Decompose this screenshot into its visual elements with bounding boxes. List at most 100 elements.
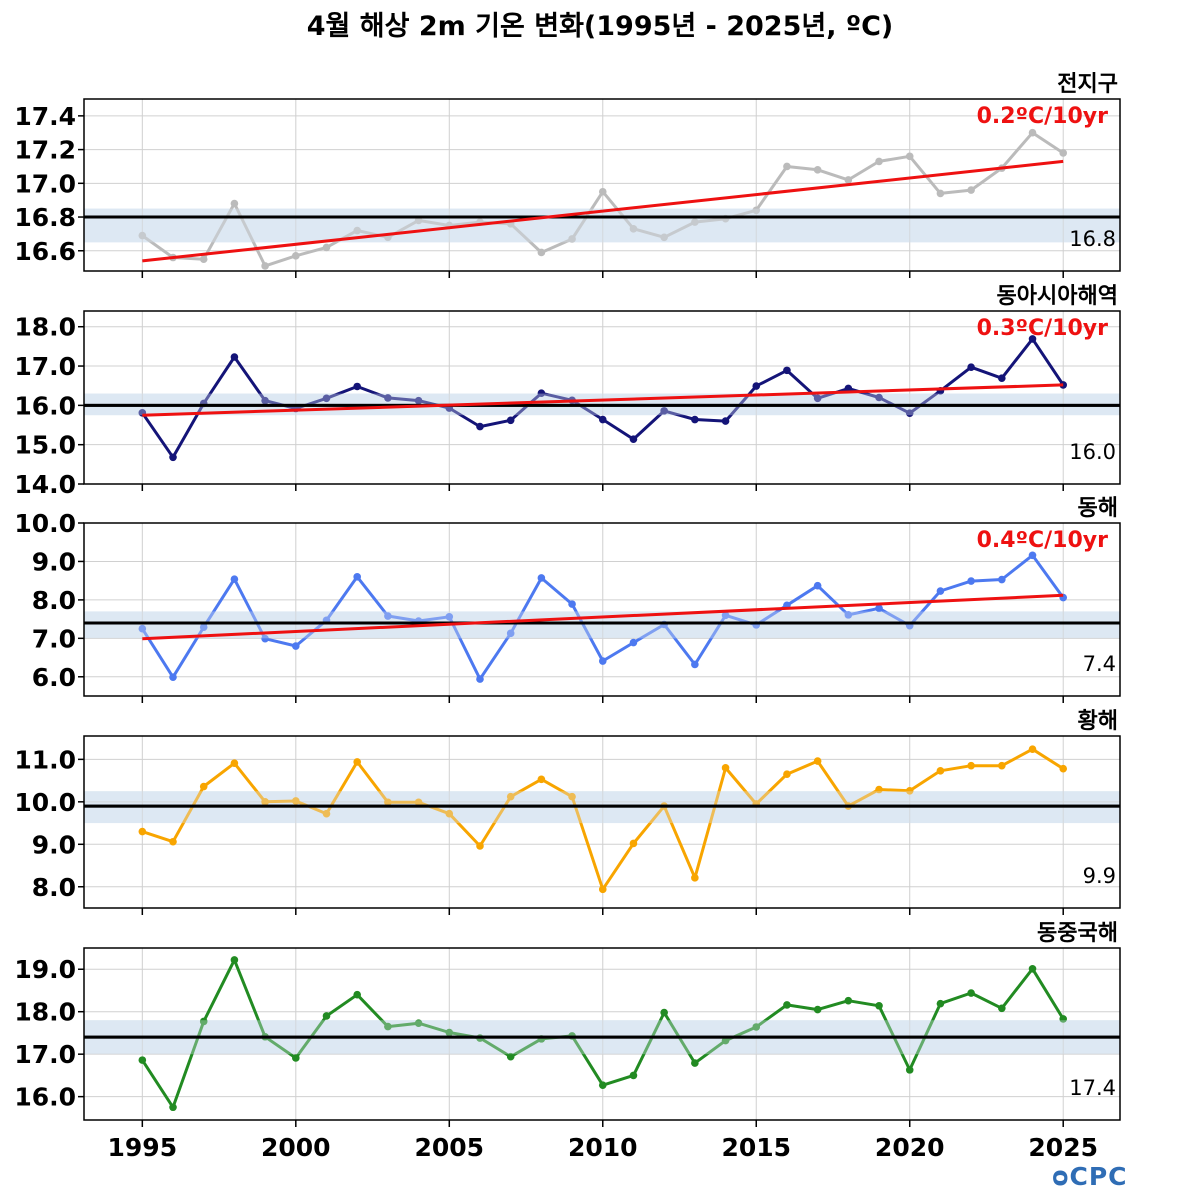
panel-3: 6.0 7.0 8.0 9.0 10.0 동해 0.4ºC/10yr 7.4 bbox=[14, 496, 1121, 703]
panel-title: 황해 bbox=[1078, 709, 1118, 734]
axes-frame bbox=[83, 98, 1121, 272]
data-point bbox=[998, 575, 1006, 584]
panel-title: 동아시아해역 bbox=[997, 284, 1118, 309]
y-tick-label: 10.0 bbox=[14, 509, 76, 538]
y-tick-label: 17.0 bbox=[14, 1040, 76, 1069]
data-point bbox=[476, 422, 484, 431]
x-tick-label: 2000 bbox=[261, 1133, 331, 1162]
data-point bbox=[476, 842, 484, 850]
data-point bbox=[905, 152, 914, 161]
data-point bbox=[844, 384, 853, 393]
x-tick-label: 2010 bbox=[568, 1133, 638, 1162]
data-point bbox=[1059, 1015, 1068, 1023]
data-point bbox=[875, 785, 883, 794]
data-point bbox=[138, 231, 147, 240]
data-point bbox=[967, 761, 975, 770]
panel-title: 동중국해 bbox=[1037, 921, 1118, 946]
data-point bbox=[936, 999, 945, 1008]
data-point bbox=[568, 792, 576, 801]
data-point bbox=[783, 162, 791, 171]
data-point bbox=[537, 389, 546, 397]
y-tick-label: 14.0 bbox=[14, 470, 76, 499]
data-point bbox=[844, 996, 853, 1005]
data-point bbox=[1059, 149, 1068, 157]
data-point bbox=[967, 577, 975, 585]
data-point bbox=[169, 837, 177, 846]
data-point bbox=[414, 396, 423, 405]
data-point bbox=[292, 252, 300, 260]
panel-2: 14.0 15.0 16.0 17.0 18.0 동아시아해역 0.3ºC/10yr 16.0 bbox=[14, 284, 1121, 499]
y-tick-label: 18.0 bbox=[14, 998, 76, 1027]
mean-value-label: 9.9 bbox=[1083, 864, 1116, 888]
y-tick-label: 16.8 bbox=[14, 203, 76, 232]
data-point bbox=[875, 157, 883, 166]
panel-title: 전지구 bbox=[1057, 72, 1118, 97]
y-tick-label: 16.6 bbox=[14, 237, 76, 266]
data-point bbox=[568, 600, 576, 608]
data-point bbox=[660, 233, 668, 242]
data-point bbox=[1028, 335, 1037, 343]
x-tick-label: 2020 bbox=[875, 1133, 945, 1162]
data-point bbox=[537, 775, 546, 784]
data-point bbox=[506, 416, 515, 425]
data-point bbox=[322, 1012, 331, 1020]
data-point bbox=[905, 409, 914, 418]
data-point bbox=[936, 767, 945, 775]
mean-band-overlay bbox=[84, 208, 1120, 243]
data-point bbox=[660, 1008, 668, 1017]
mean-value-label: 17.4 bbox=[1069, 1076, 1116, 1100]
data-point bbox=[783, 1001, 791, 1009]
data-point bbox=[783, 366, 791, 375]
data-point bbox=[752, 382, 761, 390]
data-point bbox=[660, 407, 668, 415]
x-tick-label: 2015 bbox=[721, 1133, 791, 1162]
data-point bbox=[169, 453, 177, 462]
data-point bbox=[199, 782, 208, 791]
y-tick-label: 15.0 bbox=[14, 431, 76, 460]
data-point bbox=[598, 187, 607, 196]
data-point bbox=[721, 611, 730, 620]
data-point bbox=[353, 573, 361, 581]
data-point bbox=[353, 990, 361, 999]
data-point bbox=[967, 186, 975, 194]
trend-rate-label: 0.2ºC/10yr bbox=[977, 104, 1109, 129]
data-point bbox=[875, 393, 883, 402]
y-tick-label: 17.0 bbox=[14, 169, 76, 198]
data-point bbox=[598, 1081, 607, 1089]
data-point bbox=[230, 575, 239, 583]
data-point bbox=[230, 199, 239, 208]
data-point bbox=[568, 235, 576, 243]
data-point bbox=[813, 166, 822, 174]
data-point bbox=[322, 809, 331, 818]
mean-band bbox=[84, 208, 1120, 243]
data-point bbox=[691, 415, 699, 424]
data-point bbox=[1059, 764, 1068, 773]
data-point bbox=[322, 243, 331, 252]
data-point bbox=[691, 1059, 699, 1067]
data-point bbox=[384, 612, 392, 620]
data-point bbox=[322, 394, 331, 403]
axes-frame bbox=[83, 310, 1121, 485]
data-point bbox=[967, 363, 975, 372]
panel-5: 16.0 17.0 18.0 19.0 동중국해 17.4 bbox=[14, 921, 1121, 1127]
data-point bbox=[292, 797, 300, 805]
data-point bbox=[844, 176, 853, 184]
data-point bbox=[905, 1066, 914, 1074]
data-point bbox=[230, 956, 239, 964]
y-tick-label: 7.0 bbox=[32, 624, 76, 653]
y-tick-label: 18.0 bbox=[14, 313, 76, 342]
data-point bbox=[230, 759, 239, 767]
data-point bbox=[506, 1052, 515, 1061]
ocpc-logo: ᴑCPC bbox=[1052, 1162, 1128, 1191]
mean-value-label: 16.8 bbox=[1069, 227, 1116, 251]
data-point bbox=[138, 624, 147, 633]
data-point bbox=[384, 1022, 392, 1031]
x-tick-label: 2005 bbox=[414, 1133, 484, 1162]
data-point bbox=[353, 382, 361, 391]
y-tick-label: 17.0 bbox=[14, 352, 76, 381]
y-tick-label: 6.0 bbox=[32, 663, 76, 692]
data-point bbox=[384, 394, 392, 402]
data-point bbox=[752, 1023, 761, 1031]
data-point bbox=[230, 353, 239, 361]
trend-line bbox=[142, 593, 1064, 641]
